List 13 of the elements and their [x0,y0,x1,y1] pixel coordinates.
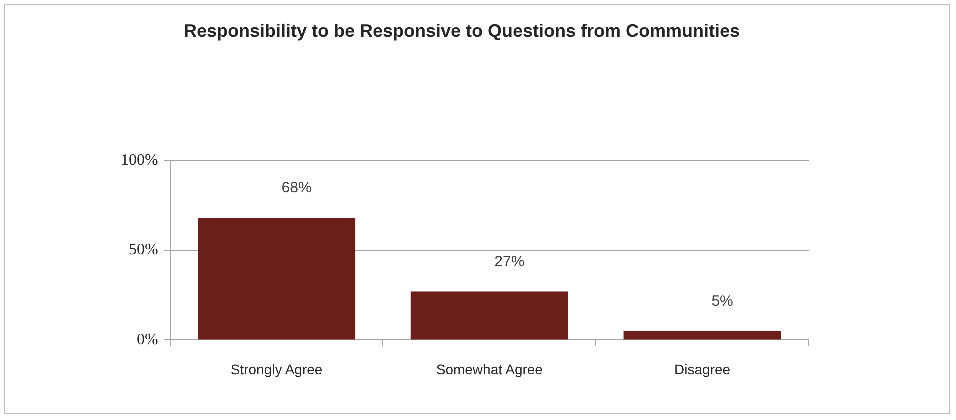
bar [624,331,782,340]
bar [410,292,568,340]
data-label: 27% [494,253,525,270]
data-label: 68% [282,180,312,197]
y-tick-label: 0% [137,331,158,348]
x-tick-label: Strongly Agree [230,361,323,378]
data-label: 5% [712,292,734,310]
chart-title: Responsibility to be Responsive to Questions from Communities [184,20,740,41]
y-tick-label: 100% [121,152,158,169]
y-tick-label: 50% [129,242,158,259]
bar [198,218,356,340]
x-tick-label: Disagree [674,361,731,378]
x-tick-label: Somewhat Agree [436,361,544,378]
